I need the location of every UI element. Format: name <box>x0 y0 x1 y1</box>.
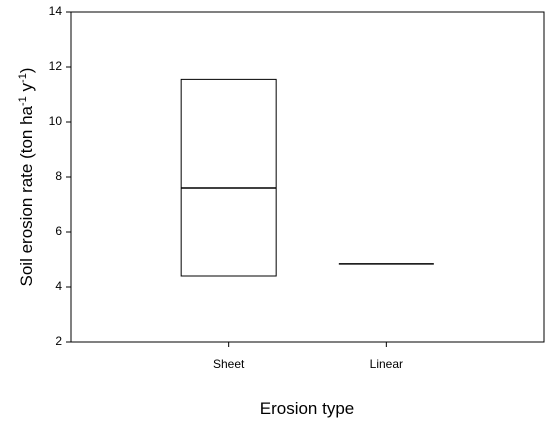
label-part: ) <box>17 68 36 74</box>
y-tick-label: 4 <box>55 279 62 293</box>
y-axis-label: Soil erosion rate (ton ha-1 y-1) <box>17 68 36 287</box>
y-tick-label: 2 <box>55 334 62 348</box>
y-tick-label: 10 <box>49 114 63 128</box>
superscript: -1 <box>17 73 29 83</box>
x-axis-label: Erosion type <box>260 399 355 418</box>
x-tick-label: Sheet <box>213 357 245 371</box>
y-tick-label: 6 <box>55 224 62 238</box>
y-tick-label: 12 <box>49 59 63 73</box>
label-part: y <box>17 82 36 96</box>
box <box>180 78 277 277</box>
plot-frame <box>70 11 545 343</box>
x-tick-label: Linear <box>370 357 403 371</box>
label-part: Soil erosion rate (ton ha <box>17 105 36 286</box>
y-tick-label: 14 <box>49 4 63 18</box>
superscript: -1 <box>17 96 29 106</box>
y-tick-label: 8 <box>55 169 62 183</box>
